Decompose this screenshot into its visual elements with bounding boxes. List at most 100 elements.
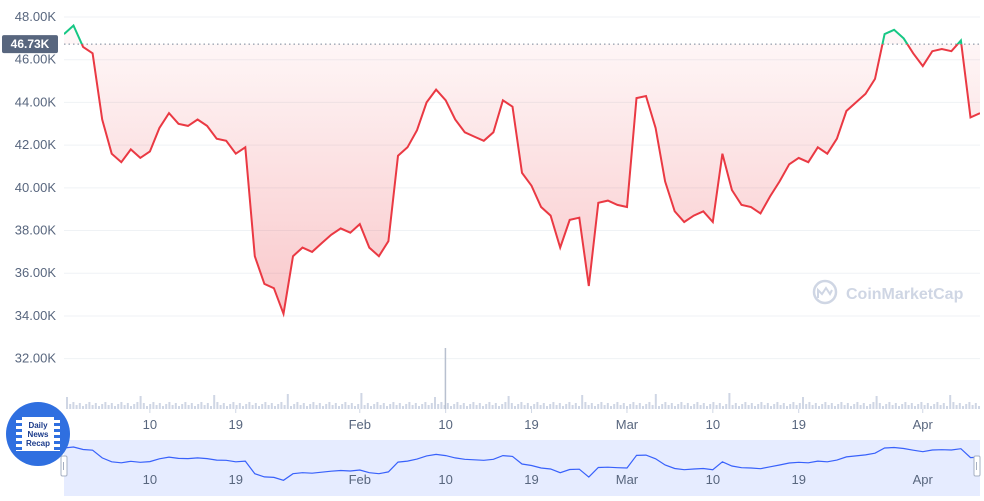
volume-bar	[603, 405, 606, 409]
volume-bar	[773, 404, 776, 409]
volume-bar	[168, 402, 171, 409]
volume-bar	[299, 405, 302, 409]
x-tick-label: 19	[791, 417, 805, 432]
volume-bar	[827, 405, 830, 409]
x-tick-label: Apr	[913, 417, 934, 432]
volume-bar	[542, 403, 545, 409]
volume-bar	[523, 405, 526, 409]
data-point	[216, 138, 218, 140]
volume-bar	[78, 403, 81, 409]
data-point	[254, 255, 256, 257]
y-tick-label: 48.00K	[15, 9, 57, 24]
volume-bar	[270, 403, 273, 409]
volume-bar	[363, 405, 366, 409]
volume-bar	[174, 403, 177, 409]
volume-bar	[350, 403, 353, 409]
data-point	[836, 138, 838, 140]
data-point	[626, 206, 628, 208]
navigator-selection[interactable]	[64, 440, 980, 496]
navigator-line	[63, 446, 981, 481]
volume-bar	[478, 403, 481, 409]
volume-bar	[552, 402, 555, 409]
volume-bar	[344, 402, 347, 409]
volume-bar	[818, 406, 820, 409]
volume-bar	[744, 402, 747, 409]
y-tick-label: 46.00K	[15, 52, 57, 67]
film-strip-left	[16, 417, 22, 451]
data-point	[893, 29, 895, 31]
volume-bar	[853, 404, 856, 409]
volume-bar	[600, 402, 603, 409]
volume-bar	[558, 403, 561, 409]
volume-bar	[75, 405, 78, 409]
data-point	[72, 24, 74, 26]
volume-bar	[530, 406, 532, 409]
x-tick-label: 19	[524, 417, 538, 432]
data-point	[635, 97, 637, 99]
volume-bar	[587, 405, 590, 409]
volume-bar	[498, 406, 500, 409]
film-strip-right	[54, 417, 60, 451]
watermark-text: CoinMarketCap	[846, 286, 964, 303]
volume-bar	[802, 397, 804, 409]
volume-bar	[795, 405, 798, 409]
volume-bar	[674, 406, 676, 409]
volume-bar	[334, 403, 337, 409]
volume-bar	[597, 404, 600, 409]
data-point	[263, 283, 265, 285]
volume-bar	[776, 402, 779, 409]
volume-bar	[424, 402, 427, 409]
volume-bar	[898, 406, 900, 409]
data-point	[674, 210, 676, 212]
y-tick-label: 32.00K	[15, 351, 57, 366]
data-point	[492, 131, 494, 133]
volume-bar	[456, 402, 459, 409]
data-point	[502, 99, 504, 101]
y-tick-label: 44.00K	[15, 94, 57, 109]
data-point	[196, 118, 198, 120]
volume-bar	[635, 405, 638, 409]
volume-bar	[302, 403, 305, 409]
range-navigator[interactable]: 10 19 Feb 10 19 Mar 10 19 Apr	[60, 440, 981, 496]
volume-bar	[757, 404, 760, 409]
data-point	[540, 206, 542, 208]
volume-bar	[856, 402, 859, 409]
volume-bar	[779, 405, 782, 409]
volume-bar	[949, 395, 952, 409]
price-tag-bg	[2, 35, 58, 54]
data-point	[559, 246, 561, 248]
data-point	[826, 153, 828, 155]
data-point	[511, 106, 513, 108]
daily-news-recap-badge[interactable]: Daily News Recap	[6, 402, 70, 466]
volume-bar	[866, 406, 868, 409]
volume-bar	[590, 403, 593, 409]
volume-bar	[878, 403, 881, 409]
volume-bar	[440, 402, 443, 409]
volume-bar	[622, 403, 625, 409]
volume-bar	[555, 405, 558, 409]
data-point	[521, 172, 523, 174]
data-point	[187, 125, 189, 127]
volume-bar	[885, 404, 888, 409]
data-point	[378, 255, 380, 257]
volume-bar	[373, 404, 376, 409]
volume-bar	[261, 404, 264, 409]
data-point	[693, 214, 695, 216]
volume-bar	[130, 406, 132, 409]
volume-bar	[930, 406, 932, 409]
volume-bar	[574, 403, 577, 409]
volume-bar	[158, 403, 161, 409]
volume-bar	[389, 404, 392, 409]
volume-bar	[936, 402, 939, 409]
volume-bar	[315, 405, 318, 409]
data-point	[282, 313, 284, 315]
data-point	[549, 214, 551, 216]
volume-bar	[453, 404, 456, 409]
data-point	[969, 116, 971, 118]
data-point	[788, 163, 790, 165]
volume-bar	[206, 403, 209, 409]
volume-bar	[747, 405, 750, 409]
volume-bar	[482, 406, 484, 409]
volume-bar	[962, 406, 964, 409]
